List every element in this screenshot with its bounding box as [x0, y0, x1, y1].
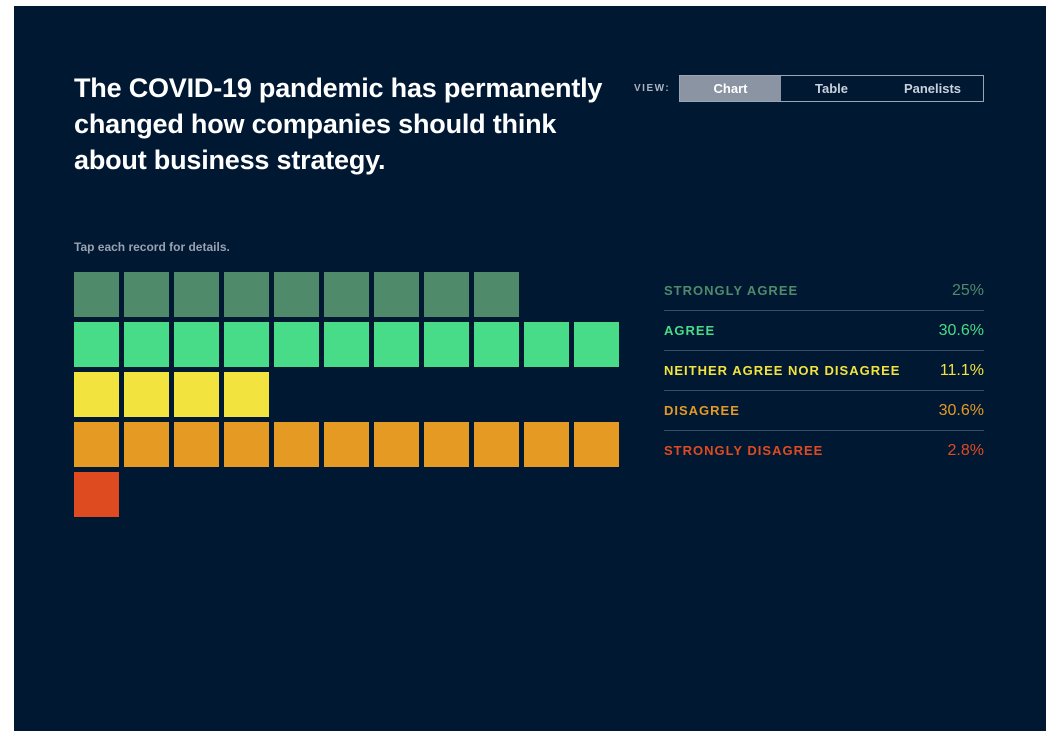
record-cell-strongly-agree[interactable] — [274, 272, 319, 317]
record-cell-agree[interactable] — [124, 322, 169, 367]
record-cell-disagree[interactable] — [74, 422, 119, 467]
legend-percent: 30.6% — [938, 401, 984, 419]
view-chart-button[interactable]: Chart — [680, 76, 781, 101]
record-cell-agree[interactable] — [374, 322, 419, 367]
record-cell-strongly-agree[interactable] — [224, 272, 269, 317]
record-cell-agree[interactable] — [474, 322, 519, 367]
record-cell-agree[interactable] — [524, 322, 569, 367]
legend-row-disagree: DISAGREE 30.6% — [664, 391, 984, 431]
legend-percent: 2.8% — [947, 441, 984, 459]
record-cell-agree[interactable] — [174, 322, 219, 367]
legend-label: STRONGLY AGREE — [664, 283, 799, 298]
legend-row-agree: AGREE 30.6% — [664, 311, 984, 351]
record-cell-disagree[interactable] — [274, 422, 319, 467]
legend-label: DISAGREE — [664, 403, 740, 418]
legend-row-neither: NEITHER AGREE NOR DISAGREE 11.1% — [664, 351, 984, 391]
record-cell-disagree[interactable] — [324, 422, 369, 467]
legend-row-strongly-agree: STRONGLY AGREE 25% — [664, 271, 984, 311]
record-cell-agree[interactable] — [574, 322, 619, 367]
record-cell-agree[interactable] — [274, 322, 319, 367]
waffle-chart — [74, 272, 634, 532]
record-cell-disagree[interactable] — [224, 422, 269, 467]
chart-panel: The COVID-19 pandemic has permanently ch… — [14, 6, 1046, 731]
record-cell-strongly-agree[interactable] — [424, 272, 469, 317]
instruction-text: Tap each record for details. — [74, 240, 230, 254]
record-cell-disagree[interactable] — [574, 422, 619, 467]
record-cell-agree[interactable] — [324, 322, 369, 367]
record-cell-neither-agree-nor-disagree[interactable] — [124, 372, 169, 417]
record-cell-agree[interactable] — [224, 322, 269, 367]
record-cell-strongly-disagree[interactable] — [74, 472, 119, 517]
legend-label: AGREE — [664, 323, 716, 338]
record-cell-disagree[interactable] — [424, 422, 469, 467]
legend-percent: 30.6% — [938, 321, 984, 339]
record-cell-disagree[interactable] — [124, 422, 169, 467]
record-cell-strongly-agree[interactable] — [74, 272, 119, 317]
legend-percent: 25% — [951, 281, 984, 299]
record-cell-disagree[interactable] — [474, 422, 519, 467]
view-table-button[interactable]: Table — [815, 81, 848, 96]
legend: STRONGLY AGREE 25% AGREE 30.6% NEITHER A… — [664, 271, 984, 470]
record-cell-agree[interactable] — [424, 322, 469, 367]
record-cell-disagree[interactable] — [374, 422, 419, 467]
record-cell-strongly-agree[interactable] — [174, 272, 219, 317]
record-cell-neither-agree-nor-disagree[interactable] — [224, 372, 269, 417]
record-cell-disagree[interactable] — [524, 422, 569, 467]
legend-percent: 11.1% — [939, 361, 984, 379]
legend-row-strongly-disagree: STRONGLY DISAGREE 2.8% — [664, 431, 984, 470]
record-cell-strongly-agree[interactable] — [474, 272, 519, 317]
chart-title: The COVID-19 pandemic has permanently ch… — [74, 73, 603, 175]
record-cell-disagree[interactable] — [174, 422, 219, 467]
view-toggle: Chart Table Panelists — [679, 75, 984, 102]
view-panelists-button[interactable]: Panelists — [903, 81, 962, 96]
record-cell-strongly-agree[interactable] — [124, 272, 169, 317]
record-cell-neither-agree-nor-disagree[interactable] — [74, 372, 119, 417]
record-cell-neither-agree-nor-disagree[interactable] — [174, 372, 219, 417]
record-cell-strongly-agree[interactable] — [374, 272, 419, 317]
legend-label: NEITHER AGREE NOR DISAGREE — [664, 363, 901, 378]
record-cell-strongly-agree[interactable] — [324, 272, 369, 317]
legend-label: STRONGLY DISAGREE — [664, 443, 824, 458]
view-label: VIEW: — [634, 83, 671, 94]
record-cell-agree[interactable] — [74, 322, 119, 367]
